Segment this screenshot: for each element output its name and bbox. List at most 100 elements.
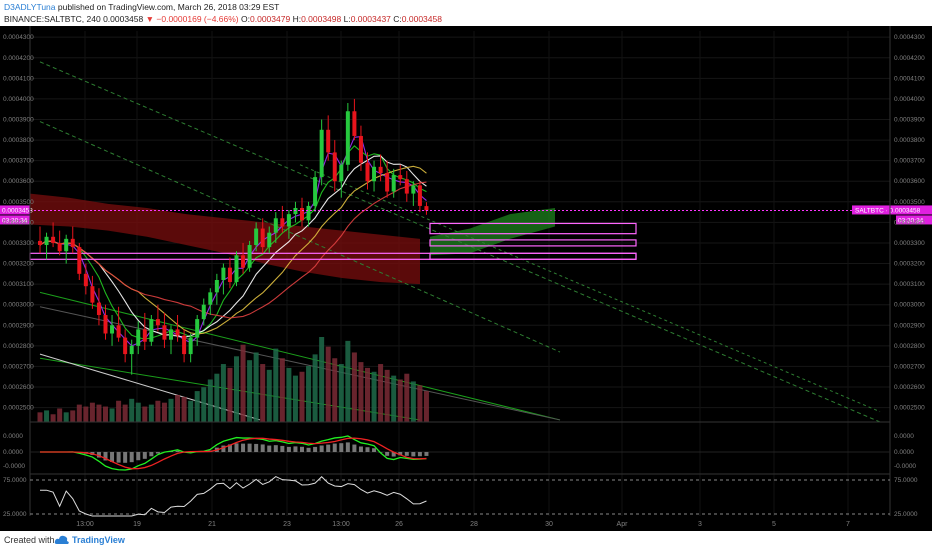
trend-line — [39, 306, 561, 421]
trend-line — [39, 61, 881, 423]
macd-histogram-bar — [326, 444, 331, 452]
chart-canvas[interactable]: 0.0003458 03:30:34 SALTBTC · 0.0003458 03:3… — [0, 26, 932, 531]
macd-tick-right: -0.0000 — [894, 463, 916, 470]
candle-body — [70, 238, 75, 248]
price-tick-left: 0.0002900 — [3, 322, 34, 329]
macd-histogram-bar — [417, 452, 422, 457]
candle-body — [44, 236, 49, 246]
moving-average-line — [39, 155, 427, 338]
high-value: 0.0003498 — [301, 14, 342, 24]
volume-bar — [351, 352, 357, 422]
candle-body — [214, 280, 219, 293]
volume-bar — [168, 398, 174, 422]
price-tick-right: 0.0002600 — [894, 384, 925, 391]
volume-bar — [181, 396, 187, 422]
volume-bar — [273, 348, 279, 422]
tradingview-link[interactable]: TradingView — [72, 535, 125, 545]
macd-histogram-bar — [96, 452, 101, 458]
volume-bar — [325, 346, 331, 422]
price-tick-left: 0.0004300 — [3, 34, 34, 41]
candle-body — [241, 255, 246, 268]
volume-bar — [161, 402, 167, 422]
price-tick-left: 0.0004200 — [3, 55, 34, 62]
macd-histogram-bar — [110, 452, 115, 462]
macd-histogram-bar — [339, 443, 344, 452]
author-link[interactable]: D3ADLYTuna — [4, 2, 56, 12]
candle-body — [162, 325, 167, 340]
macd-histogram-bar — [424, 452, 429, 456]
price-tick-left: 0.0004000 — [3, 96, 34, 103]
macd-histogram-bar — [391, 452, 396, 457]
candle-body — [378, 166, 383, 173]
candle-body — [169, 329, 173, 340]
candle-body — [391, 175, 396, 192]
volume-bar — [214, 373, 220, 422]
macd-histogram-bar — [372, 448, 377, 452]
volume-bar — [332, 358, 338, 422]
candle-body — [123, 337, 128, 355]
price-lines: 0.0003458 03:30:34 SALTBTC · 0.0003458 03:3… — [0, 205, 932, 225]
price-tick-right: 0.0004100 — [894, 75, 925, 82]
price-tick-left: 0.0003500 — [3, 199, 34, 206]
candle-body — [195, 319, 200, 338]
macd-tick-left: -0.0000 — [3, 463, 25, 470]
volume-bar — [410, 381, 416, 422]
published-text: published on TradingView.com, March 26, … — [57, 2, 280, 12]
price-tick-left: 0.0004100 — [3, 75, 34, 82]
rsi-line — [40, 476, 427, 517]
price-tick-right: 0.0002900 — [894, 322, 925, 329]
candle-body — [51, 236, 56, 243]
price-tick-left: 0.0003400 — [3, 219, 34, 226]
created-with-label: Created with — [4, 535, 55, 545]
volume-bar — [194, 391, 200, 422]
candles — [38, 98, 429, 375]
candle-body — [352, 111, 357, 136]
candle-body — [103, 314, 108, 334]
low-label: L: — [343, 14, 351, 24]
time-tick: 28 — [470, 521, 478, 528]
volume-bar — [306, 365, 312, 422]
macd-histogram-bar — [286, 446, 291, 452]
candle-body — [417, 185, 422, 206]
candle-body — [332, 152, 337, 182]
macd-histogram-bar — [267, 445, 272, 452]
volume-bar — [83, 406, 89, 422]
price-tick-left: 0.0003700 — [3, 158, 34, 165]
volume-bar — [175, 394, 181, 422]
macd-histogram-bar — [280, 445, 285, 452]
macd-histogram-bar — [254, 443, 259, 452]
candle-body — [136, 329, 141, 346]
price-tick-right: 0.0003100 — [894, 281, 925, 288]
rsi-tick-right: 25.0000 — [894, 511, 918, 518]
moving-averages — [39, 136, 427, 347]
price-tick-right: 0.0003400 — [894, 219, 925, 226]
price-tick-right: 0.0004000 — [894, 96, 925, 103]
volume-bar — [135, 402, 141, 422]
macd-tick-right: 0.0000 — [894, 449, 914, 456]
price-tick-right: 0.0003700 — [894, 158, 925, 165]
candle-body — [64, 238, 69, 252]
volume-bar — [70, 410, 76, 422]
volume-bar — [63, 412, 69, 422]
macd-histogram-bar — [300, 446, 304, 452]
macd-histogram-bar — [313, 446, 318, 452]
volume-bar — [240, 344, 246, 422]
macd-histogram-bar — [103, 452, 108, 461]
volume-bar — [89, 402, 95, 422]
price-change: ▼ −0.0000169 (−4.66%) — [145, 14, 239, 24]
candle-body — [273, 218, 278, 233]
time-tick: 30 — [545, 521, 553, 528]
price-tick-left: 0.0003000 — [3, 302, 34, 309]
open-value: 0.0003479 — [250, 14, 291, 24]
price-tick-right: 0.0003300 — [894, 240, 925, 247]
bullish-cloud — [430, 207, 555, 256]
macd-histogram-bar — [398, 452, 403, 456]
price-tick-left: 0.0002600 — [3, 384, 34, 391]
price-tick-left: 0.0003100 — [3, 281, 34, 288]
countdown-tag-left-text: 03:30:34 — [2, 217, 28, 224]
volume-bar — [96, 404, 102, 422]
candle-body — [38, 240, 42, 246]
chart-background — [0, 26, 932, 531]
symbol-tag-right-text: SALTBTC · 0.0003458 — [855, 207, 921, 214]
candle-body — [345, 111, 350, 165]
